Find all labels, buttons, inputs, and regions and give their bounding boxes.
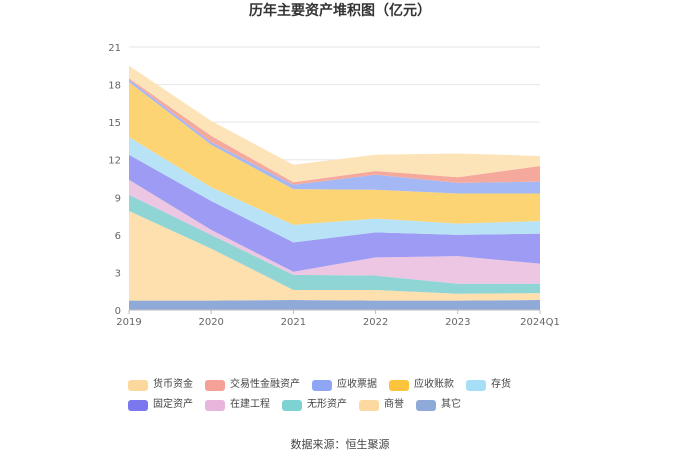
area-货币资金 bbox=[129, 65, 540, 183]
legend-item[interactable]: 货币资金 bbox=[128, 378, 193, 392]
legend-item[interactable]: 固定资产 bbox=[128, 398, 193, 412]
legend-swatch bbox=[205, 399, 225, 411]
y-tick-label: 3 bbox=[115, 268, 121, 279]
legend-item[interactable]: 应收票据 bbox=[312, 378, 377, 392]
legend-swatch bbox=[312, 379, 332, 391]
area-商誉 bbox=[129, 211, 540, 301]
legend-item[interactable]: 无形资产 bbox=[282, 398, 347, 412]
legend-item[interactable]: 存货 bbox=[466, 378, 511, 392]
axes: 0 3 6 9 12 15 18 21 2019 2020 2021 2022 2023 2024Q1 bbox=[108, 43, 560, 328]
area-存货 bbox=[129, 137, 540, 243]
legend-label: 应收账款 bbox=[414, 379, 454, 390]
legend-label: 交易性金融资产 bbox=[230, 379, 300, 390]
y-tick-label: 0 bbox=[115, 306, 121, 317]
legend-item[interactable]: 商誉 bbox=[359, 398, 404, 412]
x-tick-label: 2024Q1 bbox=[520, 317, 560, 328]
legend-label: 其它 bbox=[441, 399, 461, 410]
area-在建工程 bbox=[129, 179, 540, 284]
legend-swatch bbox=[416, 399, 436, 411]
legend-label: 存货 bbox=[491, 379, 511, 390]
x-tick-label: 2023 bbox=[445, 317, 470, 328]
legend-label: 商誉 bbox=[384, 399, 404, 410]
legend-swatch bbox=[389, 379, 409, 391]
y-tick-label: 9 bbox=[115, 193, 121, 204]
legend-item[interactable]: 在建工程 bbox=[205, 398, 270, 412]
legend-swatch bbox=[282, 399, 302, 411]
x-tick-label: 2019 bbox=[116, 317, 141, 328]
area-series bbox=[129, 65, 540, 310]
area-交易性金融资产 bbox=[129, 78, 540, 185]
legend-label: 应收票据 bbox=[337, 379, 377, 390]
y-tick-label: 15 bbox=[108, 118, 121, 129]
legend-swatch bbox=[205, 379, 225, 391]
y-tick-label: 6 bbox=[115, 231, 121, 242]
y-tick-label: 18 bbox=[108, 81, 121, 92]
chart-title: 历年主要资产堆积图（亿元） bbox=[249, 3, 431, 19]
area-其它 bbox=[129, 299, 540, 310]
area-应收账款 bbox=[129, 82, 540, 225]
legend-swatch bbox=[128, 379, 148, 391]
legend-item[interactable]: 应收账款 bbox=[389, 378, 454, 392]
x-tick-label: 2022 bbox=[363, 317, 388, 328]
legend-label: 货币资金 bbox=[153, 379, 193, 390]
y-tick-label: 21 bbox=[108, 43, 121, 54]
legend-item[interactable]: 交易性金融资产 bbox=[205, 378, 300, 392]
area-固定资产 bbox=[129, 154, 540, 272]
legend-label: 在建工程 bbox=[230, 399, 270, 410]
legend-item[interactable]: 其它 bbox=[416, 398, 461, 412]
data-source-note: 数据来源：恒生聚源 bbox=[290, 438, 390, 451]
legend-swatch bbox=[128, 399, 148, 411]
x-tick-label: 2021 bbox=[281, 317, 306, 328]
legend-label: 固定资产 bbox=[153, 399, 193, 410]
x-tick-label: 2020 bbox=[198, 317, 223, 328]
legend-label: 无形资产 bbox=[307, 399, 347, 410]
y-tick-label: 12 bbox=[108, 156, 121, 167]
legend-swatch bbox=[466, 379, 486, 391]
legend-swatch bbox=[359, 399, 379, 411]
chart-legend: 货币资金 交易性金融资产 应收票据 应收账款 存货固定资产 在建工程 无形资产 商誉 其它 bbox=[128, 378, 588, 412]
area-无形资产 bbox=[129, 194, 540, 294]
